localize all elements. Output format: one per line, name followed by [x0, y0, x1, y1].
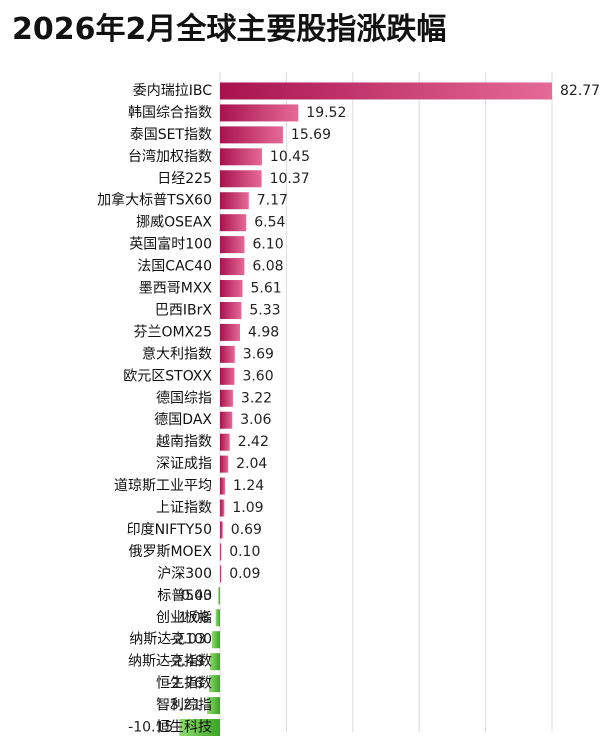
category-label: 巴西IBrX — [155, 302, 212, 318]
bar — [208, 675, 220, 693]
bar — [210, 653, 220, 671]
category-label: 道琼斯工业平均 — [114, 478, 212, 494]
category-label: 纳斯达克指数 — [128, 654, 212, 670]
value-label: 5.61 — [251, 281, 282, 297]
category-label: 欧元区STOXX — [123, 368, 212, 384]
category-label: 英国富时100 — [129, 236, 212, 253]
category-label: 挪威OSEAX — [136, 215, 212, 231]
value-label: -1.08 — [173, 610, 209, 626]
bar — [220, 499, 225, 517]
value-label: 0.69 — [231, 522, 262, 538]
value-label: 3.60 — [242, 368, 273, 384]
category-label: 韩国综合指数 — [128, 105, 212, 121]
bar — [220, 236, 245, 254]
category-label: 法国CAC40 — [137, 259, 212, 275]
category-label: 俄罗斯MOEX — [128, 544, 212, 560]
value-label: 7.17 — [257, 193, 288, 209]
bar — [220, 126, 283, 144]
value-label: 3.22 — [241, 390, 272, 406]
value-label: 10.37 — [270, 171, 310, 187]
category-label: 德国DAX — [154, 412, 212, 428]
category-label: 芬兰OMX25 — [133, 324, 212, 340]
bars-layer — [179, 82, 552, 737]
category-label: 越南指数 — [156, 434, 212, 450]
category-label: 印度NIFTY50 — [127, 522, 212, 538]
value-label: 15.69 — [291, 127, 331, 143]
value-label: -0.43 — [176, 588, 212, 604]
value-label: -2.03 — [170, 632, 206, 648]
chart-title: 2026年2月全球主要股指涨跌幅 — [12, 12, 447, 47]
value-label: 2.42 — [238, 434, 269, 450]
value-label: 0.09 — [229, 566, 260, 582]
bar — [220, 301, 242, 319]
value-label: -3.21 — [165, 698, 201, 714]
category-label: 创业板指 — [156, 610, 212, 626]
value-label: 10.45 — [270, 149, 310, 165]
value-label: 1.24 — [233, 478, 264, 494]
category-label: 深证成指 — [156, 456, 212, 472]
bar — [220, 82, 552, 100]
bar — [220, 280, 243, 298]
value-label: 82.77 — [560, 83, 600, 99]
value-label: 0.10 — [229, 544, 260, 560]
category-label: 智利综指 — [156, 698, 212, 714]
value-label: 4.98 — [248, 324, 279, 340]
category-label: 台湾加权指数 — [128, 148, 212, 165]
bar — [220, 389, 233, 407]
bar — [179, 719, 220, 737]
value-label: 6.54 — [254, 215, 285, 231]
value-label: 6.10 — [252, 237, 283, 253]
value-label: 2.04 — [236, 456, 267, 472]
value-label: 3.06 — [240, 412, 271, 428]
category-label: 意大利指数 — [142, 345, 212, 362]
value-label: -10.15 — [128, 720, 173, 736]
category-label: 德国综指 — [156, 390, 212, 406]
labels-layer: 委内瑞拉IBC 82.77 韩国综合指数 19.52 泰国SET指数 15.69 台湾加权指… — [97, 83, 600, 736]
value-label: -2.49 — [168, 654, 204, 670]
value-label: 6.08 — [252, 259, 283, 275]
bar — [220, 411, 233, 429]
category-label: 墨西哥MXX — [139, 281, 213, 297]
bar — [215, 609, 220, 627]
bar — [220, 367, 235, 385]
bar — [220, 323, 240, 341]
category-label: 恒生指数 — [156, 676, 212, 692]
bar — [220, 543, 222, 561]
bar — [220, 170, 262, 188]
bar — [220, 433, 230, 451]
category-label: 加拿大标普TSX60 — [97, 192, 212, 209]
category-label: 上证指数 — [156, 500, 212, 516]
bar — [220, 565, 222, 583]
bar — [218, 587, 220, 605]
value-label: 3.69 — [243, 346, 274, 362]
value-label: 5.33 — [249, 302, 280, 318]
value-label: 19.52 — [306, 105, 346, 121]
bar — [220, 455, 229, 473]
bar — [220, 214, 247, 232]
category-label: 标普500 — [157, 588, 212, 604]
bar — [220, 192, 249, 210]
bar — [207, 697, 220, 715]
value-label: 1.09 — [232, 500, 263, 516]
value-label: -2.76 — [167, 676, 203, 692]
bar — [220, 521, 223, 539]
category-label: 沪深300 — [157, 566, 212, 582]
bar — [220, 477, 225, 495]
bar — [220, 104, 299, 122]
bar — [220, 148, 262, 166]
bar — [220, 345, 235, 363]
category-label: 委内瑞拉IBC — [133, 83, 212, 99]
category-label: 恒生科技 — [156, 720, 212, 736]
category-label: 纳斯达克100 — [129, 632, 212, 648]
category-label: 泰国SET指数 — [130, 127, 212, 143]
bar — [220, 258, 245, 276]
category-label: 日经225 — [157, 171, 212, 187]
bar — [211, 631, 220, 649]
